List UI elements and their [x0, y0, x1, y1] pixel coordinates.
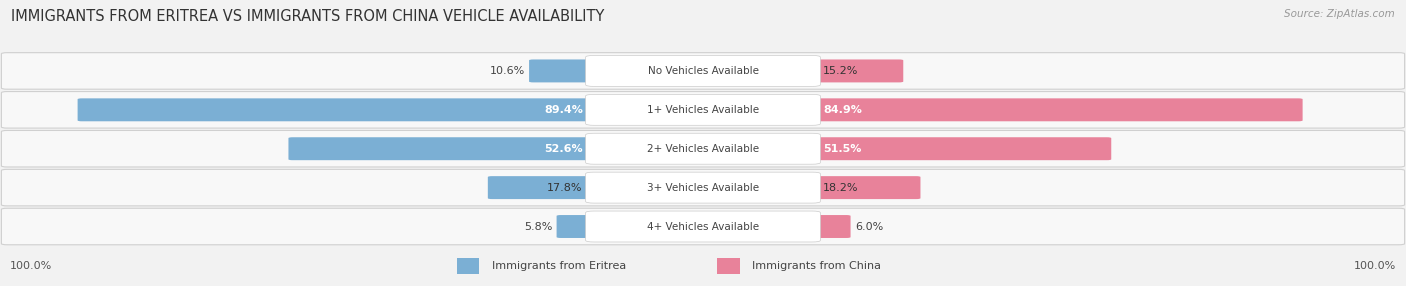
Text: 3+ Vehicles Available: 3+ Vehicles Available [647, 183, 759, 192]
Text: IMMIGRANTS FROM ERITREA VS IMMIGRANTS FROM CHINA VEHICLE AVAILABILITY: IMMIGRANTS FROM ERITREA VS IMMIGRANTS FR… [11, 9, 605, 23]
FancyBboxPatch shape [1, 169, 1405, 206]
FancyBboxPatch shape [1, 208, 1405, 245]
Text: Source: ZipAtlas.com: Source: ZipAtlas.com [1284, 9, 1395, 19]
FancyBboxPatch shape [585, 55, 821, 86]
FancyBboxPatch shape [585, 133, 821, 164]
FancyBboxPatch shape [457, 258, 479, 274]
Text: 89.4%: 89.4% [544, 105, 582, 115]
FancyBboxPatch shape [529, 59, 599, 82]
FancyBboxPatch shape [77, 98, 599, 121]
FancyBboxPatch shape [717, 258, 740, 274]
Text: 18.2%: 18.2% [824, 183, 859, 192]
Text: 100.0%: 100.0% [10, 261, 52, 271]
Text: 2+ Vehicles Available: 2+ Vehicles Available [647, 144, 759, 154]
Text: No Vehicles Available: No Vehicles Available [648, 66, 758, 76]
Text: 5.8%: 5.8% [524, 222, 553, 231]
Text: 17.8%: 17.8% [547, 183, 582, 192]
Text: 51.5%: 51.5% [824, 144, 862, 154]
FancyBboxPatch shape [808, 59, 903, 82]
FancyBboxPatch shape [808, 176, 921, 199]
FancyBboxPatch shape [585, 94, 821, 125]
Text: 4+ Vehicles Available: 4+ Vehicles Available [647, 222, 759, 231]
Text: 10.6%: 10.6% [489, 66, 524, 76]
FancyBboxPatch shape [808, 215, 851, 238]
Text: 100.0%: 100.0% [1354, 261, 1396, 271]
FancyBboxPatch shape [585, 172, 821, 203]
FancyBboxPatch shape [1, 53, 1405, 89]
Text: 6.0%: 6.0% [855, 222, 883, 231]
FancyBboxPatch shape [808, 98, 1302, 121]
FancyBboxPatch shape [808, 137, 1111, 160]
Text: Immigrants from Eritrea: Immigrants from Eritrea [492, 261, 626, 271]
FancyBboxPatch shape [488, 176, 599, 199]
FancyBboxPatch shape [288, 137, 599, 160]
Text: 1+ Vehicles Available: 1+ Vehicles Available [647, 105, 759, 115]
Text: Immigrants from China: Immigrants from China [752, 261, 882, 271]
FancyBboxPatch shape [585, 211, 821, 242]
Text: 52.6%: 52.6% [544, 144, 582, 154]
FancyBboxPatch shape [1, 92, 1405, 128]
Text: 84.9%: 84.9% [824, 105, 862, 115]
FancyBboxPatch shape [557, 215, 599, 238]
Text: 15.2%: 15.2% [824, 66, 859, 76]
FancyBboxPatch shape [1, 130, 1405, 167]
